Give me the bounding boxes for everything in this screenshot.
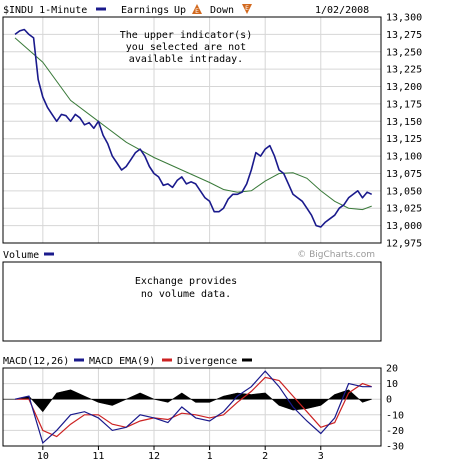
divergence-legend-label: Divergence xyxy=(177,356,237,367)
x-tick-label: 3 xyxy=(318,451,324,462)
intraday-note-line3: available intraday. xyxy=(129,54,243,65)
macd-y-tick-label: 10 xyxy=(386,379,398,390)
macd-y-tick-label: 0 xyxy=(386,395,392,406)
macd-y-tick-label: 20 xyxy=(386,364,398,375)
earnings-up-icon: E xyxy=(192,4,202,15)
earnings-down-icon: E xyxy=(242,4,252,14)
volume-note-line2: no volume data. xyxy=(141,289,231,300)
macd-panel-frame xyxy=(2,367,382,447)
price-y-tick-label: 13,225 xyxy=(386,65,422,76)
price-y-tick-label: 13,275 xyxy=(386,30,422,41)
price-y-tick-label: 13,100 xyxy=(386,152,422,163)
volume-note-line1: Exchange provides xyxy=(135,276,237,287)
x-tick-label: 12 xyxy=(148,451,160,462)
price-y-tick-label: 13,025 xyxy=(386,204,422,215)
price-y-tick-label: 13,075 xyxy=(386,169,422,180)
svg-text:E: E xyxy=(245,5,249,12)
earnings-label: Earnings xyxy=(121,5,169,16)
svg-text:E: E xyxy=(195,8,199,15)
macd-legend-label: MACD(12,26) xyxy=(3,356,69,367)
price-panel: 13,300 13,275 13,250 13,225 13,200 13,175 13,1… xyxy=(2,13,422,250)
price-y-tick-label: 13,050 xyxy=(386,186,422,197)
price-y-tick-label: 13,250 xyxy=(386,47,422,58)
price-line xyxy=(14,28,373,228)
price-y-tick-label: 13,200 xyxy=(386,82,422,93)
x-tick-label: 1 xyxy=(207,451,213,462)
intraday-note-line1: The upper indicator(s) xyxy=(120,30,252,41)
price-y-tick-label: 13,300 xyxy=(386,13,422,24)
price-y-tick-label: 13,125 xyxy=(386,134,422,145)
x-tick-label: 10 xyxy=(37,451,49,462)
chart-date: 1/02/2008 xyxy=(315,5,369,16)
divergence-histogram xyxy=(3,389,372,413)
price-y-tick-label: 12,975 xyxy=(386,239,422,250)
macd-line xyxy=(14,370,372,444)
price-y-tick-label: 13,000 xyxy=(386,221,422,232)
watermark: © BigCharts.com xyxy=(297,250,375,260)
price-panel-frame xyxy=(2,16,382,244)
macd-y-tick-label: -10 xyxy=(386,410,404,421)
volume-panel-frame xyxy=(2,261,382,342)
price-y-tick-label: 13,175 xyxy=(386,99,422,110)
ema-legend-label: MACD EMA(9) xyxy=(89,356,155,367)
earnings-down-label: Down xyxy=(210,5,234,16)
symbol-label: $INDU 1-Minute xyxy=(3,5,87,16)
macd-y-tick-label: -30 xyxy=(386,442,404,453)
earnings-up-label: Up xyxy=(174,5,186,16)
intraday-note-line2: you selected are not xyxy=(126,42,246,53)
price-y-tick-label: 13,150 xyxy=(386,117,422,128)
macd-panel: 20 10 0 -10 -20 -30 xyxy=(2,364,404,453)
x-tick-label: 11 xyxy=(92,451,104,462)
volume-title: Volume xyxy=(3,250,39,261)
macd-ema-line xyxy=(15,376,372,438)
moving-average-line xyxy=(14,37,372,211)
x-tick-label: 2 xyxy=(262,451,268,462)
macd-y-tick-label: -20 xyxy=(386,426,404,437)
